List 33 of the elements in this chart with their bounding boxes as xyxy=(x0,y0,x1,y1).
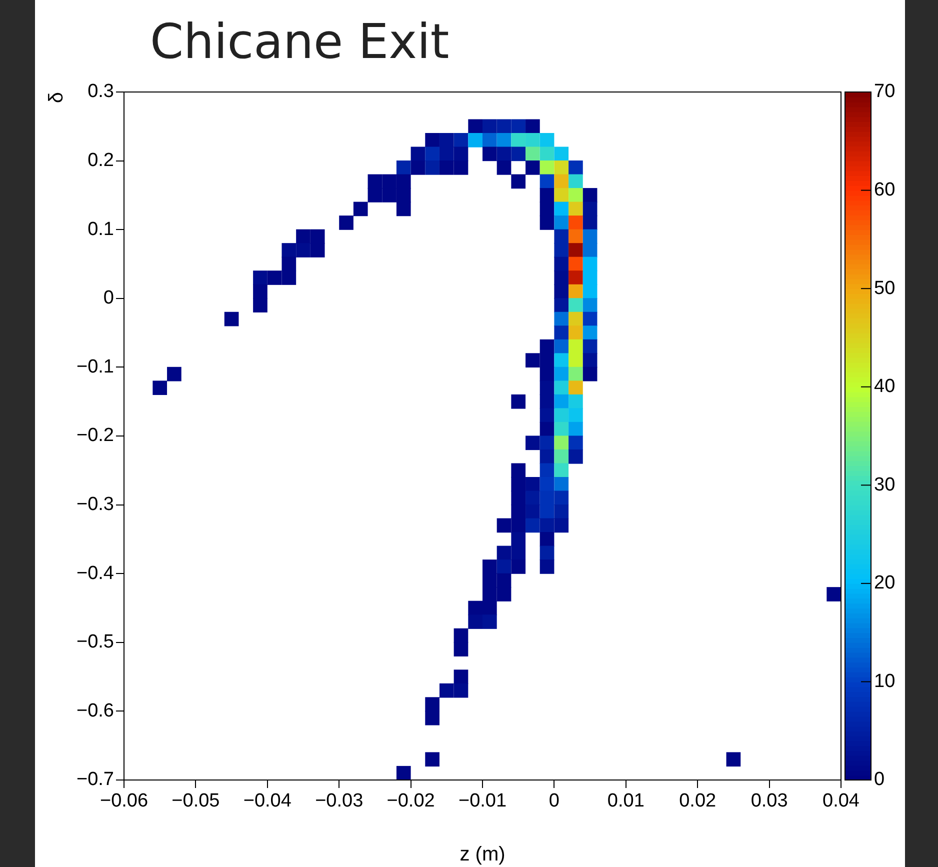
y-tick-label: 0.3 xyxy=(88,81,114,102)
color-bar-label: 10 xyxy=(874,670,896,692)
y-tick-label: −0.6 xyxy=(76,700,114,722)
chart-title: Chicane Exit xyxy=(150,14,450,70)
y-tick-label: 0.2 xyxy=(88,150,114,172)
x-tick-label: −0.01 xyxy=(458,790,507,812)
x-tick-label: 0.04 xyxy=(822,790,860,812)
y-tick-label: −0.3 xyxy=(76,494,114,516)
x-axis-title: z (m) xyxy=(460,844,506,866)
color-bar-label: 70 xyxy=(874,81,896,102)
x-tick-label: 0.02 xyxy=(679,790,716,812)
y-tick-label: −0.2 xyxy=(76,425,114,446)
y-tick-label: −0.7 xyxy=(76,769,114,790)
x-tick-label: 0 xyxy=(548,790,560,812)
color-bar-label: 0 xyxy=(874,769,885,790)
color-bar-label: 40 xyxy=(874,376,896,398)
x-tick-label: −0.04 xyxy=(243,790,292,812)
x-tick-label: 0.01 xyxy=(607,790,644,812)
x-tick-label: 0.03 xyxy=(750,790,788,812)
y-tick-label: 0 xyxy=(103,288,114,309)
x-tick-label: −0.03 xyxy=(315,790,364,812)
y-tick-label: 0.1 xyxy=(88,218,114,240)
color-bar-label: 20 xyxy=(874,572,896,594)
color-bar-label: 30 xyxy=(874,474,896,496)
x-tick-label: −0.02 xyxy=(386,790,435,812)
color-bar-label: 50 xyxy=(874,278,896,299)
x-tick-label: −0.05 xyxy=(172,790,220,812)
y-axis-title: δ xyxy=(46,92,68,104)
color-bar-label: 60 xyxy=(874,180,896,201)
x-tick-label: −0.06 xyxy=(100,790,148,812)
y-tick-label: −0.5 xyxy=(76,632,114,653)
y-tick-label: −0.1 xyxy=(76,356,114,378)
y-tick-label: −0.4 xyxy=(76,562,114,584)
